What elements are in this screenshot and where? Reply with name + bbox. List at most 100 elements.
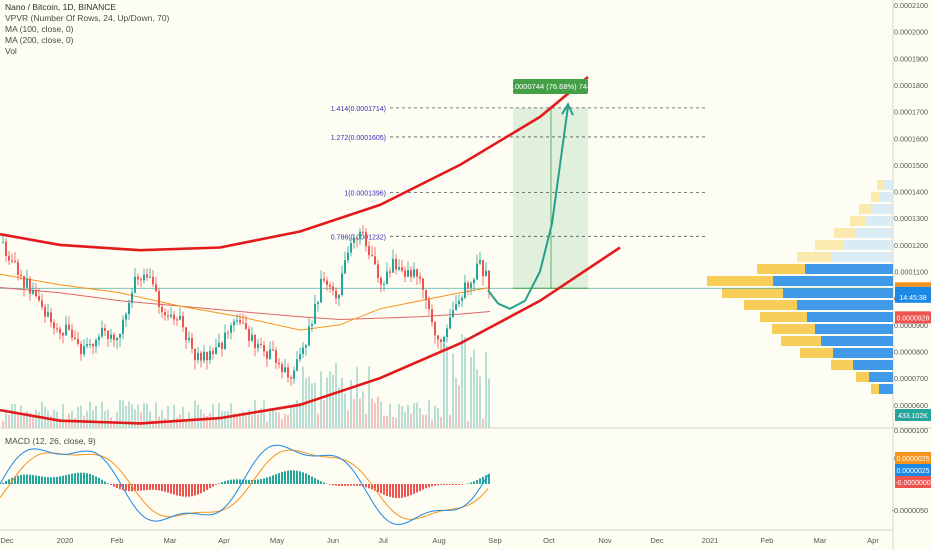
macd-histogram-bar [401, 484, 403, 498]
macd-histogram-bar [23, 474, 25, 484]
volume-bar [149, 411, 151, 428]
volume-bar [278, 412, 280, 428]
candle-body [302, 347, 304, 355]
volume-bar [71, 410, 73, 428]
volume-bar [5, 412, 7, 428]
candle-body [140, 279, 142, 281]
candle-body [170, 314, 172, 317]
fib-level-label: 1.414(0.0001714) [331, 106, 386, 113]
volume-profile-up-bar [833, 348, 893, 358]
candle-body [317, 302, 319, 305]
volume-bar [236, 416, 238, 428]
macd-histogram-bar [107, 483, 109, 484]
volume-bar [77, 406, 79, 428]
macd-histogram-bar [188, 484, 190, 497]
price-tick-label: 0.0001600 [894, 134, 928, 143]
candle-body [185, 327, 187, 341]
volume-bar [314, 382, 316, 428]
price-tick-label: 0.0001300 [894, 214, 928, 223]
volume-profile-down-bar [859, 204, 871, 214]
macd-histogram-bar [476, 479, 478, 484]
volume-bar [206, 416, 208, 428]
candle-body [239, 320, 241, 323]
volume-profile-down-bar [772, 324, 815, 334]
price-tick-label: 0.0000900 [894, 321, 928, 330]
macd-histogram-bar [299, 471, 301, 484]
candle-body [68, 324, 70, 330]
volume-bar [86, 411, 88, 428]
candle-body [29, 278, 31, 294]
volume-bar [440, 416, 442, 428]
time-tick-label: Apr [218, 536, 230, 545]
candle-body [290, 377, 292, 379]
macd-histogram-bar [185, 484, 187, 497]
candle-body [86, 344, 88, 347]
candle-body [116, 337, 118, 341]
candle-body [32, 290, 34, 294]
candle-body [47, 312, 49, 317]
candle-body [176, 319, 178, 321]
macd-tag-box [895, 476, 931, 488]
volume-bar [173, 404, 175, 428]
candle-body [407, 270, 409, 277]
candle-body [332, 286, 334, 291]
macd-histogram-bar [278, 473, 280, 484]
macd-histogram-bar [191, 484, 193, 497]
candle-body [152, 276, 154, 285]
time-tick-label: Apr [867, 536, 879, 545]
macd-histogram-bar [389, 484, 391, 497]
macd-histogram-bar [233, 479, 235, 484]
volume-bar [467, 420, 469, 428]
volume-tag-label: 433.102K [898, 413, 928, 420]
candle-body [200, 352, 202, 361]
macd-histogram-bar [272, 475, 274, 484]
macd-tag-box [895, 464, 931, 476]
macd-histogram-bar [338, 484, 340, 486]
macd-histogram-bar [371, 484, 373, 490]
volume-bar [212, 404, 214, 428]
macd-histogram-bar [488, 473, 490, 484]
volume-bar [407, 405, 409, 428]
macd-histogram-bar [434, 484, 436, 486]
volume-bar [353, 398, 355, 428]
candle-body [431, 309, 433, 323]
macd-histogram-bar [344, 484, 346, 486]
volume-bar [422, 414, 424, 428]
candle-body [377, 264, 379, 278]
candle-body [188, 337, 190, 341]
volume-bar [17, 412, 19, 428]
price-tick-label: 0.0001700 [894, 108, 928, 117]
candle-body [419, 276, 421, 279]
volume-bar [341, 377, 343, 428]
time-tick-label: Feb [111, 536, 124, 545]
volume-bar [182, 406, 184, 428]
candle-body [50, 312, 52, 323]
volume-profile-up-bar [871, 204, 893, 214]
candle-body [110, 334, 112, 339]
volume-bar [65, 420, 67, 428]
macd-histogram-bar [17, 475, 19, 484]
volume-profile-down-bar [831, 360, 853, 370]
volume-bar [377, 396, 379, 428]
volume-bar [434, 405, 436, 428]
price-tag-label: 0.0000928 [896, 315, 929, 322]
macd-histogram-bar [368, 484, 370, 489]
volume-bar [413, 402, 415, 428]
candle-body [125, 314, 127, 320]
price-tag-label: 14:45:38 [899, 295, 926, 302]
volume-bar [239, 413, 241, 428]
candle-body [281, 364, 283, 373]
candle-body [311, 324, 313, 327]
volume-profile-up-bar [797, 300, 893, 310]
volume-bar [437, 407, 439, 428]
time-tick-label: Mar [814, 536, 827, 545]
candle-body [107, 330, 109, 339]
candle-body [467, 282, 469, 288]
candle-body [104, 327, 106, 331]
time-tick-label: Jun [327, 536, 339, 545]
volume-bar [59, 418, 61, 428]
volume-profile-down-bar [871, 384, 879, 394]
candle-body [212, 350, 214, 355]
candle-body [179, 315, 181, 320]
